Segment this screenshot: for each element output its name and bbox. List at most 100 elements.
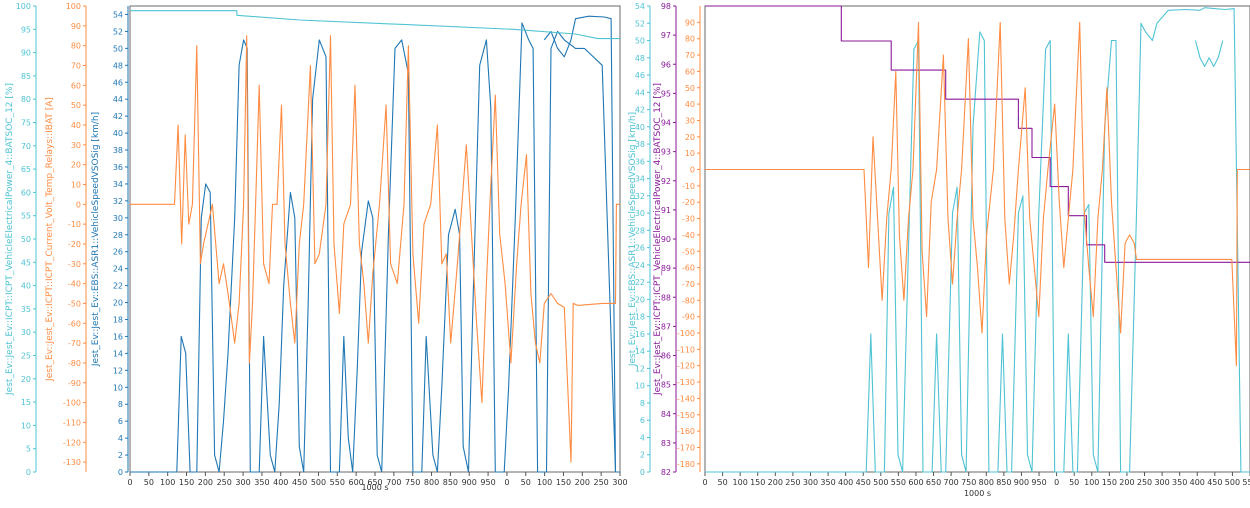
y-tick-label: -70 (68, 339, 81, 348)
y-tick-label: 28 (113, 231, 123, 240)
y-tick-label: -130 (677, 378, 695, 387)
y-tick-label: 84 (661, 410, 671, 419)
y-tick-label: 90 (685, 18, 695, 27)
y-tick-label: 0 (76, 200, 81, 209)
y-tick-label: 60 (71, 81, 81, 90)
y-tick-label: 16 (635, 330, 645, 339)
y-tick-label: 98 (661, 2, 671, 11)
y-tick-label: 54 (635, 2, 645, 11)
y-tick-label: 40 (71, 121, 81, 130)
y-tick-label: -50 (682, 247, 695, 256)
y-tick-label: 4 (118, 434, 123, 443)
y-tick-label: -180 (677, 460, 695, 469)
y-tick-label: -110 (677, 345, 695, 354)
x-tick-label: 550 (1242, 478, 1250, 487)
x-tick-label: 300 (803, 478, 818, 487)
y-tick-label: 85 (21, 72, 31, 81)
x-tick-label: 150 (556, 478, 571, 487)
y-tick-label: 8 (640, 399, 645, 408)
x-tick-label: 400 (838, 478, 853, 487)
panel-right: 0246810121416182022242628303234363840424… (628, 2, 1250, 498)
x-tick-label: 300 (612, 478, 627, 487)
x-tick-label: 0 (702, 478, 707, 487)
y-axis-title: Jest_Ev::Jest_Ev::ICPT::ICPT_VehicleElec… (5, 83, 15, 396)
x-tick-label: 50 (144, 478, 154, 487)
x-tick-label: 550 (330, 478, 345, 487)
y-tick-label: 50 (685, 84, 695, 93)
series-group (705, 5, 1250, 473)
y-tick-label: 70 (685, 51, 695, 60)
y-tick-label: 12 (113, 366, 123, 375)
y-tick-label: 12 (635, 364, 645, 373)
y-tick-label: 52 (635, 19, 645, 28)
y-tick-label: 42 (635, 106, 645, 115)
y-tick-label: 0 (26, 468, 31, 477)
x-tick-label: 650 (926, 478, 941, 487)
y-tick-label: 34 (113, 180, 123, 189)
x-tick-label: 950 (1031, 478, 1046, 487)
x-tick-label: 350 (254, 478, 269, 487)
y-tick-label: -140 (677, 394, 695, 403)
x-tick-label: 900 (1014, 478, 1029, 487)
y-tick-label: 75 (21, 119, 31, 128)
y-tick-label: 10 (685, 149, 695, 158)
y-tick-label: 80 (21, 95, 31, 104)
y-tick-label: 30 (685, 116, 695, 125)
y-tick-label: 8 (118, 400, 123, 409)
y-tick-label: 89 (661, 264, 671, 273)
y-tick-label: 0 (640, 468, 645, 477)
x-tick-label: 700 (943, 478, 958, 487)
y-tick-label: -120 (677, 362, 695, 371)
y-tick-label: 93 (661, 148, 671, 157)
x-tick-label: 100 (537, 478, 552, 487)
y-tick-label: 54 (113, 10, 123, 19)
y-tick-label: 46 (113, 78, 123, 87)
y-tick-label: 40 (113, 129, 123, 138)
y-tick-label: 90 (21, 49, 31, 58)
y-tick-label: 25 (21, 352, 31, 361)
y-tick-label: 5 (26, 445, 31, 454)
y-tick-label: 96 (661, 60, 671, 69)
x-tick-label: 200 (1119, 478, 1134, 487)
x-tick-label: 200 (575, 478, 590, 487)
y-tick-label: -30 (682, 215, 695, 224)
y-tick-label: -90 (682, 313, 695, 322)
x-tick-label: 100 (1084, 478, 1099, 487)
y-axis-2: 82 83 84 85 86 87 88 89 90 91 92 93 94 95 96 97 98 Jest_E… (653, 2, 677, 477)
y-tick-label: 45 (21, 258, 31, 267)
y-tick-label: 85 (661, 381, 671, 390)
x-tick-label: 300 (1154, 478, 1169, 487)
y-tick-label: -20 (68, 240, 81, 249)
series-line-4 (705, 21, 1250, 367)
x-tick-label: 350 (820, 478, 835, 487)
y-tick-label: 38 (635, 140, 645, 149)
x-tick-label: 650 (367, 478, 382, 487)
y-tick-label: 83 (661, 439, 671, 448)
y-axis-title: Jest_Ev::Jest_Ev::ICPT::ICPT_Current_Vol… (45, 97, 55, 382)
y-tick-label: -90 (68, 379, 81, 388)
x-tick-label: 950 (480, 478, 495, 487)
y-tick-label: 2 (118, 451, 123, 460)
y-tick-label: -40 (682, 231, 695, 240)
y-tick-label: 34 (635, 175, 645, 184)
y-axis-3: -180-170-160-150-140-130-120-110-100-90-… (677, 6, 701, 472)
x-tick-label: 600 (349, 478, 364, 487)
y-tick-label: 95 (21, 25, 31, 34)
y-tick-label: 14 (635, 347, 645, 356)
series-line-4 (130, 35, 620, 463)
y-tick-label: 20 (685, 133, 695, 142)
y-tick-label: 50 (71, 101, 81, 110)
y-tick-label: 18 (113, 315, 123, 324)
x-tick-label: 550 (891, 478, 906, 487)
x-tick-label: 450 (292, 478, 307, 487)
x-axis-title: 1000 s (361, 483, 388, 492)
x-axis: 0 50 100 150 200 250 300 350 400 450 500 550 600 650 7… (127, 472, 628, 492)
series-line-3 (130, 10, 620, 40)
y-tick-label: -10 (682, 182, 695, 191)
y-tick-label: 65 (21, 165, 31, 174)
y-tick-label: 10 (21, 421, 31, 430)
x-tick-label: 450 (856, 478, 871, 487)
y-tick-label: 87 (661, 322, 671, 331)
y-tick-label: -70 (682, 280, 695, 289)
x-tick-label: 850 (996, 478, 1011, 487)
